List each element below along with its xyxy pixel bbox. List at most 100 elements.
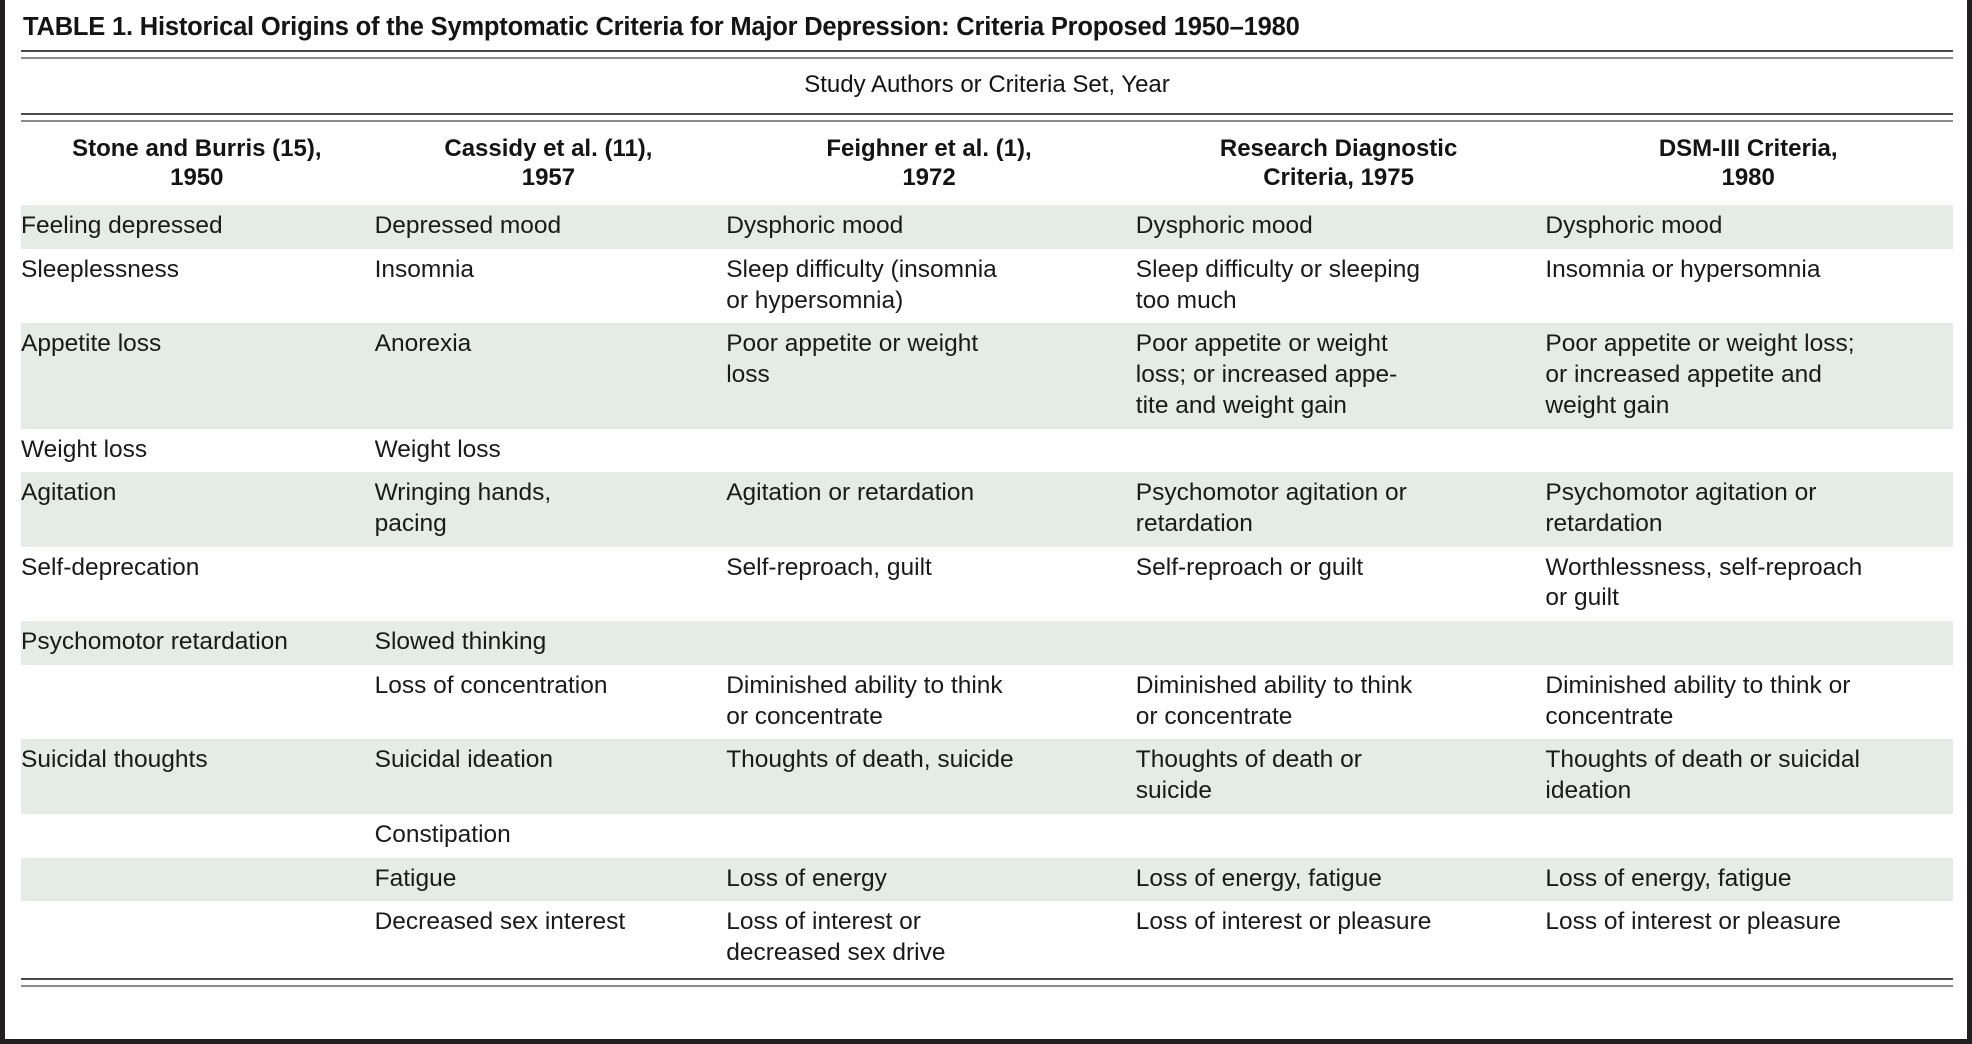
cell-line: Thoughts of death or suicidal [1545, 746, 1860, 774]
table-row: Weight loss Weight loss [21, 428, 1953, 473]
cell-line: Diminished ability to think [726, 671, 1003, 699]
table-cell: Self-deprecation [21, 546, 373, 622]
cell-line: loss [726, 361, 770, 389]
table-cell: Dysphoric mood [724, 205, 1134, 249]
table-cell: Worthlessness, self-reproach or guilt [1543, 546, 1953, 622]
table-cell [1543, 428, 1953, 473]
table-row: Loss of concentration Diminished ability … [21, 664, 1953, 740]
table-cell: Loss of energy [724, 857, 1134, 902]
empty-cell [53, 907, 365, 938]
empty-cell [758, 627, 1120, 658]
table-cell: Self-reproach or guilt [1133, 546, 1544, 622]
table-header: Stone and Burris (15), 1950 Cassidy et a… [21, 122, 1953, 206]
cell-line: Dysphoric mood [1135, 212, 1313, 240]
cell-line: Agitation [21, 479, 117, 507]
cell-line: suicide [1135, 777, 1213, 805]
table-row: Fatigue Loss of energy Loss of energy, fat… [21, 857, 1953, 902]
table-cell: Psychomotor agitation or retardation [1543, 472, 1953, 547]
cell-line: Constipation [374, 820, 511, 848]
cell-line: Worthlessness, self-reproach [1545, 553, 1863, 581]
table-cell: Agitation [21, 472, 373, 547]
table-cell: Fatigue [372, 857, 725, 902]
table-cell: Thoughts of death or suicide [1133, 739, 1544, 814]
empty-cell [407, 553, 711, 584]
table-cell: Diminished ability to think or concentrat… [724, 664, 1134, 740]
cell-line: Poor appetite or weight [1135, 330, 1388, 358]
column-header-line1: Feighner et al. (1), [826, 134, 1032, 162]
table-cell: Dysphoric mood [1133, 205, 1544, 249]
table-cell: Diminished ability to think or concentrat… [1543, 664, 1953, 740]
cell-line: Self-reproach, guilt [726, 553, 932, 581]
cell-line: Psychomotor agitation or [1545, 479, 1817, 507]
cell-line: Self-deprecation [21, 553, 200, 581]
table-cell: Loss of interest or pleasure [1543, 901, 1953, 976]
cell-line: retardation [1135, 509, 1253, 537]
rule-above-column-headers [21, 112, 1953, 122]
cell-line: ideation [1545, 777, 1632, 805]
cell-line: Loss of interest or pleasure [1545, 908, 1841, 936]
table-cell [724, 428, 1134, 473]
cell-line: Decreased sex interest [374, 908, 626, 936]
table-cell: Suicidal ideation [372, 739, 725, 814]
table-cell: Insomnia or hypersomnia [1543, 248, 1953, 324]
table-cell: Anorexia [372, 323, 725, 429]
cell-line: Loss of energy, fatigue [1545, 864, 1792, 892]
table-caption: TABLE 1. Historical Origins of the Sympt… [23, 13, 1300, 41]
cell-line: Slowed thinking [374, 628, 547, 656]
table-cell: Poor appetite or weight loss; or increase… [1543, 323, 1953, 429]
column-header-cassidy: Cassidy et al. (11), 1957 [373, 122, 725, 206]
cell-line: Fatigue [374, 864, 457, 892]
table-cell: Thoughts of death, suicide [724, 739, 1134, 814]
cell-line: or concentrate [1135, 702, 1293, 730]
table-cell: Sleep difficulty (insomnia or hypersomnia… [724, 248, 1134, 324]
table-cell: Agitation or retardation [724, 472, 1134, 547]
column-header-line2: 1957 [521, 163, 576, 191]
empty-cell [1168, 627, 1530, 658]
cell-line: loss; or increased appe- [1135, 361, 1398, 389]
column-header-line2: 1972 [902, 163, 956, 191]
cell-line: Dysphoric mood [726, 212, 904, 240]
empty-cell [1577, 627, 1939, 658]
cell-line: Psychomotor retardation [21, 628, 288, 656]
cell-line: Sleep difficulty or sleeping [1135, 255, 1420, 283]
table-cell: Dysphoric mood [1543, 205, 1953, 249]
table-cell: Suicidal thoughts [21, 739, 373, 814]
table-cell: Weight loss [21, 428, 373, 473]
table-cell: Sleep difficulty or sleeping too much [1133, 248, 1544, 324]
table-cell [372, 546, 725, 622]
cell-line: Weight loss [374, 435, 501, 463]
cell-line: Loss of interest or pleasure [1135, 908, 1432, 936]
table-cell: Insomnia [372, 248, 725, 324]
table-cell: Feeling depressed [21, 205, 373, 249]
cell-line: Feeling depressed [21, 212, 223, 240]
table-cell: Self-reproach, guilt [724, 546, 1134, 622]
column-header-feighner: Feighner et al. (1), 1972 [724, 122, 1134, 206]
cell-line: too much [1135, 286, 1237, 314]
cell-line: or increased appetite and [1545, 361, 1822, 389]
table-cell [1133, 621, 1544, 665]
table-cell: Loss of interest or pleasure [1133, 901, 1544, 976]
table-cell: Thoughts of death or suicidal ideation [1543, 739, 1953, 814]
table-cell [21, 857, 373, 902]
table-cell [724, 621, 1134, 665]
table-row: Suicidal thoughts Suicidal ideation Though… [21, 739, 1953, 814]
cell-line: Self-reproach or guilt [1135, 553, 1364, 581]
empty-cell [53, 864, 365, 895]
cell-line: Thoughts of death or [1135, 746, 1362, 774]
cell-line: pacing [374, 509, 447, 537]
table-row: Self-deprecation Self-reproach, guilt Sel… [21, 546, 1953, 622]
criteria-table: Stone and Burris (15), 1950 Cassidy et a… [21, 122, 1953, 976]
empty-cell [1577, 820, 1939, 851]
column-header-line1: DSM-III Criteria, [1658, 134, 1838, 162]
empty-cell [758, 820, 1120, 851]
rule-above-spanner [21, 49, 1953, 59]
table-cell: Diminished ability to think or concentrat… [1133, 664, 1544, 740]
cell-line: tite and weight gain [1135, 391, 1347, 419]
table-row: Sleeplessness Insomnia Sleep difficulty (i… [21, 248, 1953, 324]
table-row: Psychomotor retardation Slowed thinking [21, 621, 1953, 665]
cell-line: concentrate [1545, 702, 1674, 730]
table-row: Constipation [21, 813, 1953, 858]
table-cell: Psychomotor retardation [21, 621, 373, 665]
table-cell: Loss of concentration [372, 664, 725, 740]
table-row: Agitation Wringing hands, pacing Agitation … [21, 472, 1953, 547]
